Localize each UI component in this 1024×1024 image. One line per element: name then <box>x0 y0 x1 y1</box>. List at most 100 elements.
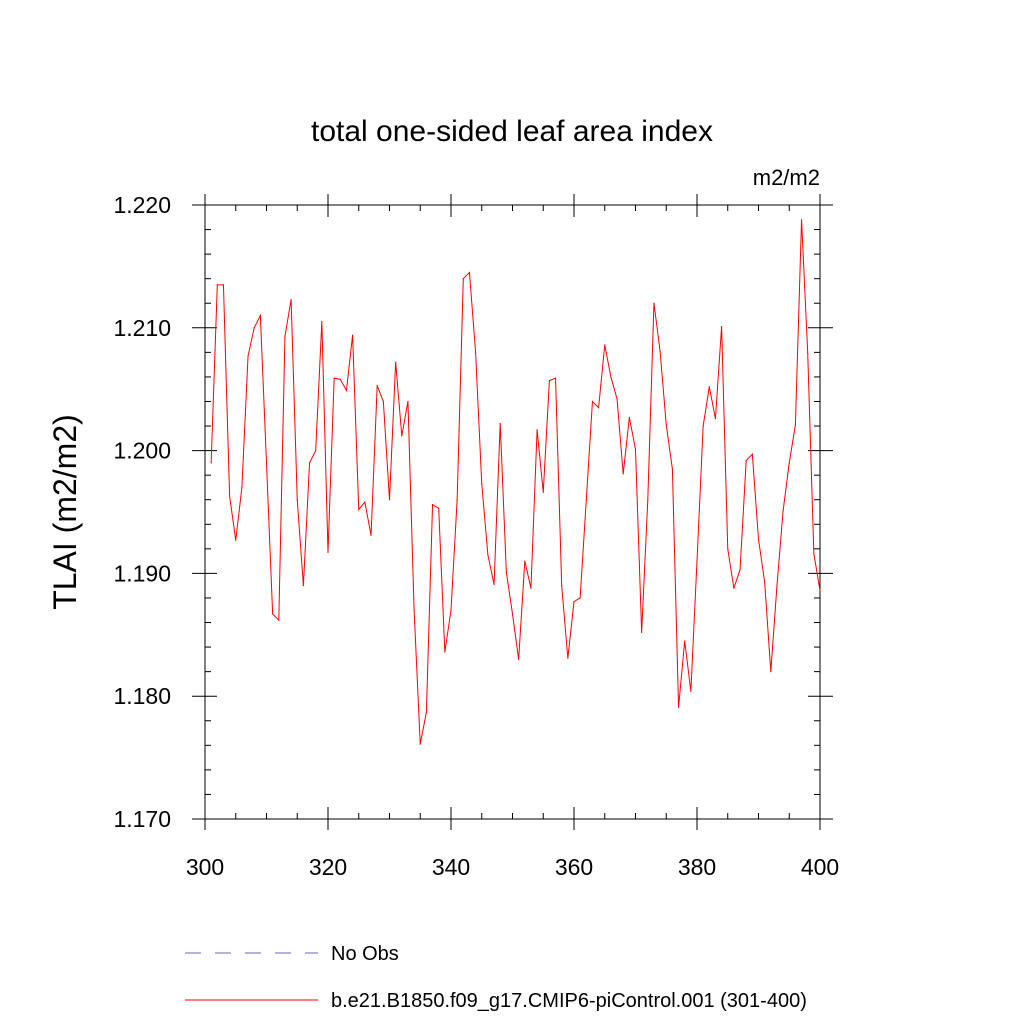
data-point <box>800 219 803 221</box>
data-point <box>813 553 815 555</box>
data-point <box>714 418 717 420</box>
y-tick-label: 1.200 <box>113 438 171 464</box>
x-tick-label: 360 <box>555 854 593 880</box>
data-point <box>511 613 514 615</box>
data-point <box>641 631 643 633</box>
data-point <box>751 453 753 455</box>
data-point <box>807 351 809 353</box>
data-point <box>487 554 489 556</box>
data-point <box>475 351 477 353</box>
data-point <box>431 504 434 506</box>
data-point <box>382 400 384 403</box>
series-line <box>210 219 821 745</box>
data-point <box>684 640 686 642</box>
data-point <box>419 743 421 745</box>
data-point <box>370 534 372 536</box>
y-tick-label: 1.170 <box>113 806 171 832</box>
data-point <box>241 486 243 489</box>
data-point <box>425 711 427 713</box>
data-point <box>358 508 360 511</box>
data-point <box>401 435 403 437</box>
data-point <box>659 350 661 352</box>
data-point <box>272 613 274 615</box>
data-point <box>505 571 507 573</box>
data-point <box>591 400 594 403</box>
x-tick-label: 300 <box>186 854 224 880</box>
data-point <box>634 448 637 450</box>
data-point <box>450 609 452 611</box>
data-point <box>302 585 304 587</box>
data-point <box>456 499 458 501</box>
data-point <box>235 539 237 541</box>
data-point <box>253 327 255 329</box>
data-point <box>628 416 630 419</box>
data-point <box>567 657 569 659</box>
data-point <box>757 538 760 540</box>
y-tick-label: 1.180 <box>113 683 171 709</box>
x-tick-label: 340 <box>432 854 470 880</box>
data-point <box>284 335 286 337</box>
data-point <box>702 425 704 427</box>
data-point <box>216 284 218 286</box>
data-point <box>345 389 348 392</box>
units-label: m2/m2 <box>753 165 820 190</box>
data-point <box>352 334 354 336</box>
data-point <box>776 585 778 587</box>
data-point <box>518 658 520 660</box>
data-point <box>745 459 747 462</box>
data-point <box>721 325 723 328</box>
data-point <box>677 706 680 708</box>
data-point <box>598 407 600 409</box>
data-point <box>764 581 766 583</box>
data-point <box>733 587 735 589</box>
data-point <box>653 302 655 304</box>
x-tick-label: 320 <box>309 854 347 880</box>
data-point <box>696 560 698 562</box>
data-point <box>542 491 544 493</box>
data-point <box>708 386 710 388</box>
data-point <box>604 344 606 346</box>
data-point <box>788 462 790 464</box>
data-point <box>407 400 409 403</box>
data-point <box>647 499 649 501</box>
data-point <box>794 424 797 426</box>
data-point <box>468 271 471 274</box>
data-point <box>296 499 298 501</box>
y-axis: 1.170 1.180 1.190 1.200 1.210 1.220 <box>113 192 833 832</box>
data-point <box>327 551 329 554</box>
data-point <box>622 473 624 475</box>
data-point <box>308 462 311 464</box>
plot-frame <box>204 204 821 820</box>
legend-label-control-run: b.e21.B1850.f09_g17.CMIP6-piControl.001 … <box>331 990 807 1012</box>
data-point <box>548 380 551 382</box>
y-tick-label: 1.190 <box>113 560 171 586</box>
data-point <box>278 619 280 621</box>
legend: No Obs b.e21.B1850.f09_g17.CMIP6-piContr… <box>185 943 807 1012</box>
data-point <box>321 321 323 323</box>
data-point <box>364 501 366 503</box>
data-point <box>333 377 335 379</box>
series-layer <box>210 219 821 745</box>
data-point <box>210 462 212 464</box>
data-point <box>395 361 397 363</box>
data-point <box>671 468 674 470</box>
data-point <box>554 377 557 379</box>
data-point <box>493 583 495 586</box>
data-point <box>229 495 231 497</box>
legend-label-no-obs: No Obs <box>331 943 399 965</box>
data-point <box>579 597 581 599</box>
y-tick-label: 1.210 <box>113 315 171 341</box>
data-point <box>819 589 821 592</box>
data-point <box>388 499 391 501</box>
data-point <box>290 298 292 301</box>
data-point <box>770 671 772 673</box>
x-tick-label: 380 <box>678 854 716 880</box>
data-point <box>462 278 464 280</box>
data-point <box>739 569 741 571</box>
data-point <box>727 548 729 550</box>
data-point <box>573 601 575 603</box>
data-point <box>585 499 587 501</box>
data-point <box>438 507 440 509</box>
data-point <box>499 422 501 425</box>
data-point <box>265 462 268 464</box>
